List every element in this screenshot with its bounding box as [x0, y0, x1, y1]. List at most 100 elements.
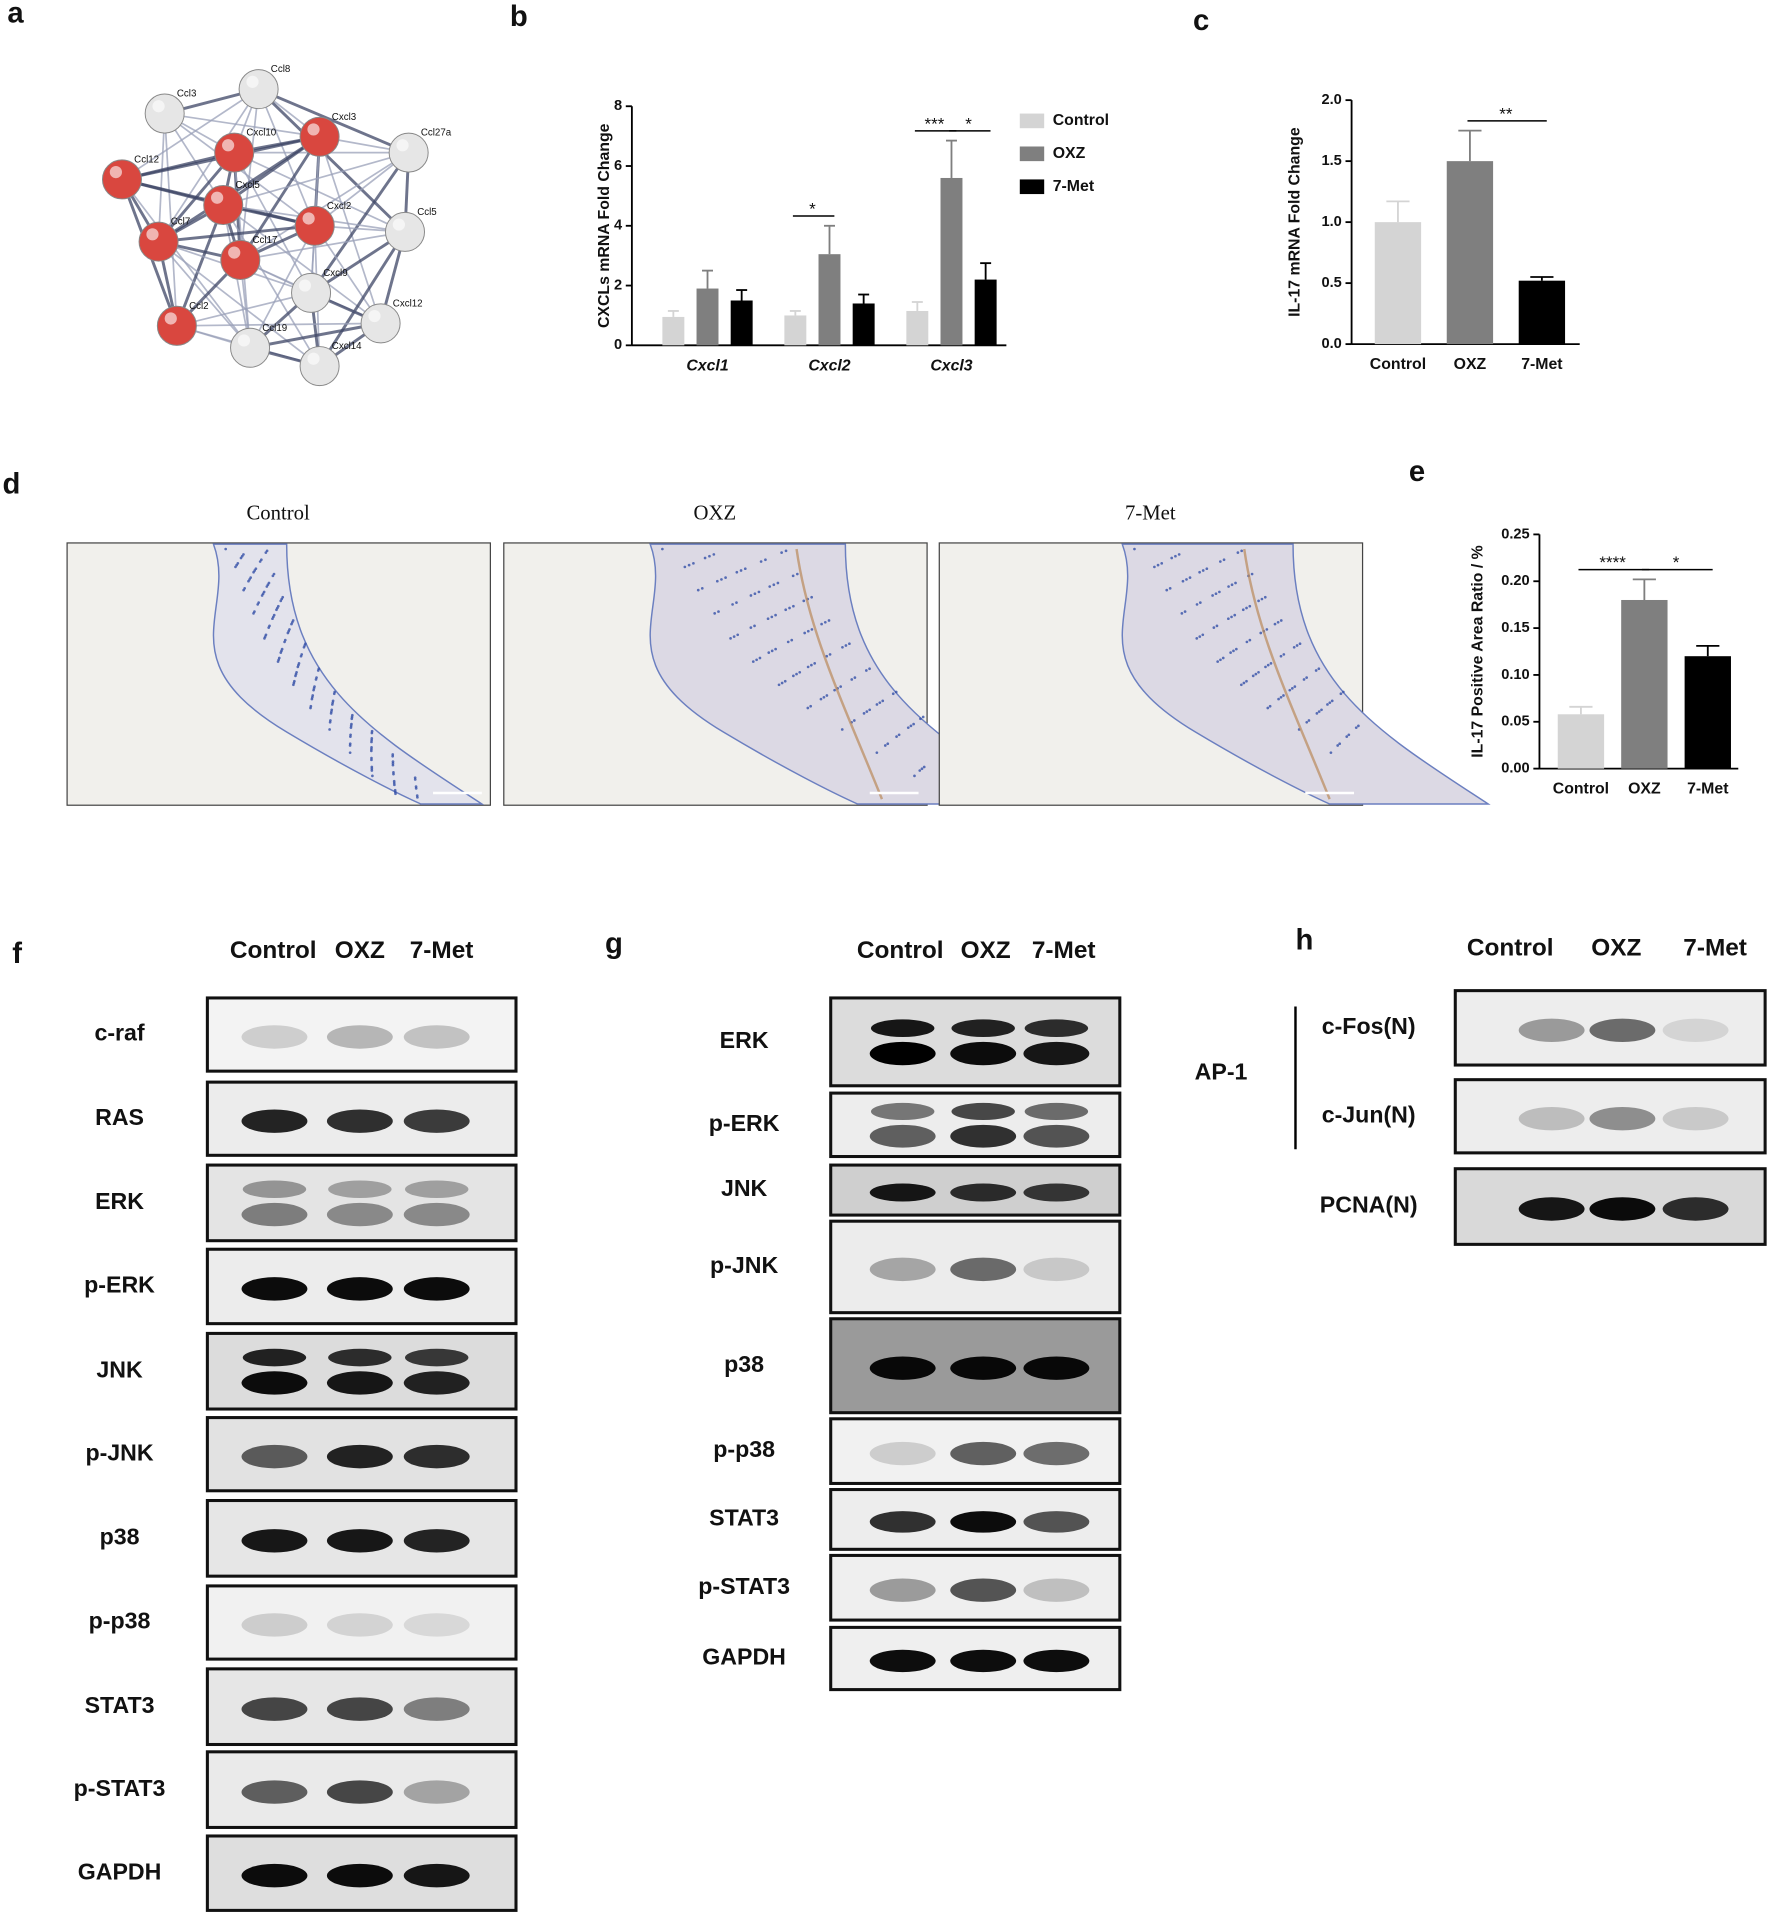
blot-label: c-Fos(N) — [1322, 1013, 1416, 1039]
band — [1518, 1107, 1585, 1131]
nucleus — [1266, 706, 1270, 710]
lane-header: Control — [230, 937, 317, 964]
nucleus — [696, 588, 700, 592]
band — [1589, 1018, 1656, 1042]
nucleus — [256, 603, 260, 606]
nucleus — [1229, 651, 1232, 654]
x-tick-label: 7-Met — [1687, 781, 1729, 798]
bar — [818, 254, 841, 346]
network-node — [291, 272, 332, 313]
blot-strip — [205, 1750, 518, 1829]
nucleus — [1212, 626, 1216, 629]
nucleus — [279, 599, 283, 603]
band — [1023, 1578, 1090, 1602]
nucleus — [1307, 719, 1311, 722]
nucleus — [348, 751, 352, 755]
nucleus — [757, 590, 761, 594]
nucleus — [242, 588, 245, 592]
node-highlight — [211, 191, 224, 204]
nucleus — [239, 556, 243, 560]
node-label: Ccl8 — [271, 64, 291, 75]
band — [950, 1511, 1017, 1533]
nucleus — [1227, 617, 1230, 621]
nucleus — [1263, 595, 1267, 599]
nucleus — [1170, 556, 1174, 560]
nucleus — [1266, 663, 1270, 667]
bar — [696, 288, 719, 346]
histology-title: 7-Met — [1125, 503, 1176, 525]
y-tick-label: 4 — [614, 218, 623, 234]
nucleus — [736, 633, 740, 637]
blot-label: p-ERK — [709, 1110, 780, 1136]
band — [1518, 1018, 1585, 1042]
nucleus — [1251, 674, 1255, 678]
node-label: Cxcl14 — [332, 341, 362, 352]
nucleus — [414, 787, 418, 790]
nucleus — [724, 576, 727, 579]
band — [869, 1257, 936, 1282]
nucleus — [735, 570, 739, 574]
network-edge — [309, 151, 410, 294]
band — [328, 1180, 392, 1199]
nucleus — [1317, 667, 1321, 671]
y-tick-label: 0.05 — [1501, 714, 1529, 730]
band — [403, 1444, 470, 1469]
nucleus — [881, 699, 885, 703]
blot-label: GAPDH — [702, 1644, 786, 1670]
nucleus — [1219, 658, 1222, 662]
nucleus — [1174, 554, 1177, 558]
nucleus — [1257, 670, 1260, 674]
tissue — [212, 543, 485, 805]
legend-swatch — [1019, 146, 1045, 162]
band — [403, 1277, 470, 1301]
nucleus — [1230, 615, 1233, 619]
y-tick-label: 0 — [614, 337, 622, 353]
x-tick-label: Cxcl1 — [686, 357, 728, 374]
node-highlight — [396, 139, 409, 152]
nucleus — [329, 712, 333, 715]
lane-header: OXZ — [335, 937, 385, 964]
nucleus — [314, 678, 318, 681]
x-tick-label: OXZ — [1454, 356, 1487, 373]
nucleus — [371, 774, 374, 778]
band — [403, 1109, 470, 1133]
band — [326, 1780, 393, 1804]
nucleus — [265, 585, 269, 588]
nucleus — [819, 697, 823, 701]
nucleus — [853, 676, 857, 679]
blot-strip — [205, 1163, 518, 1243]
nucleus — [735, 601, 738, 604]
blot-label: p-ERK — [84, 1272, 155, 1298]
nucleus — [774, 647, 777, 651]
band — [326, 1529, 393, 1553]
nucleus — [1185, 578, 1188, 581]
band — [1023, 1649, 1090, 1673]
nucleus — [1320, 708, 1323, 712]
blot-strip — [829, 1091, 1122, 1159]
band — [326, 1697, 393, 1721]
band — [241, 1202, 308, 1227]
histology-title: Control — [246, 503, 310, 525]
band — [1518, 1197, 1585, 1221]
band — [1662, 1018, 1729, 1042]
tissue — [1121, 543, 1491, 805]
network-edge — [222, 204, 382, 325]
nucleus — [1160, 561, 1164, 565]
nucleus — [1250, 572, 1254, 576]
nucleus — [1288, 688, 1292, 692]
blot-frame — [829, 996, 1122, 1088]
nucleus — [264, 551, 268, 554]
network-edge — [121, 88, 260, 181]
nucleus — [802, 599, 806, 603]
nucleus — [1290, 687, 1294, 690]
blot-frame — [205, 1163, 518, 1243]
nucleus — [370, 731, 374, 735]
nucleus — [906, 726, 910, 730]
nucleus — [394, 792, 397, 796]
nucleus — [776, 581, 780, 585]
nucleus — [1257, 599, 1260, 603]
band — [1023, 1511, 1090, 1533]
nucleus — [1239, 683, 1243, 687]
blot-strip — [1453, 1078, 1767, 1155]
band — [326, 1444, 393, 1469]
